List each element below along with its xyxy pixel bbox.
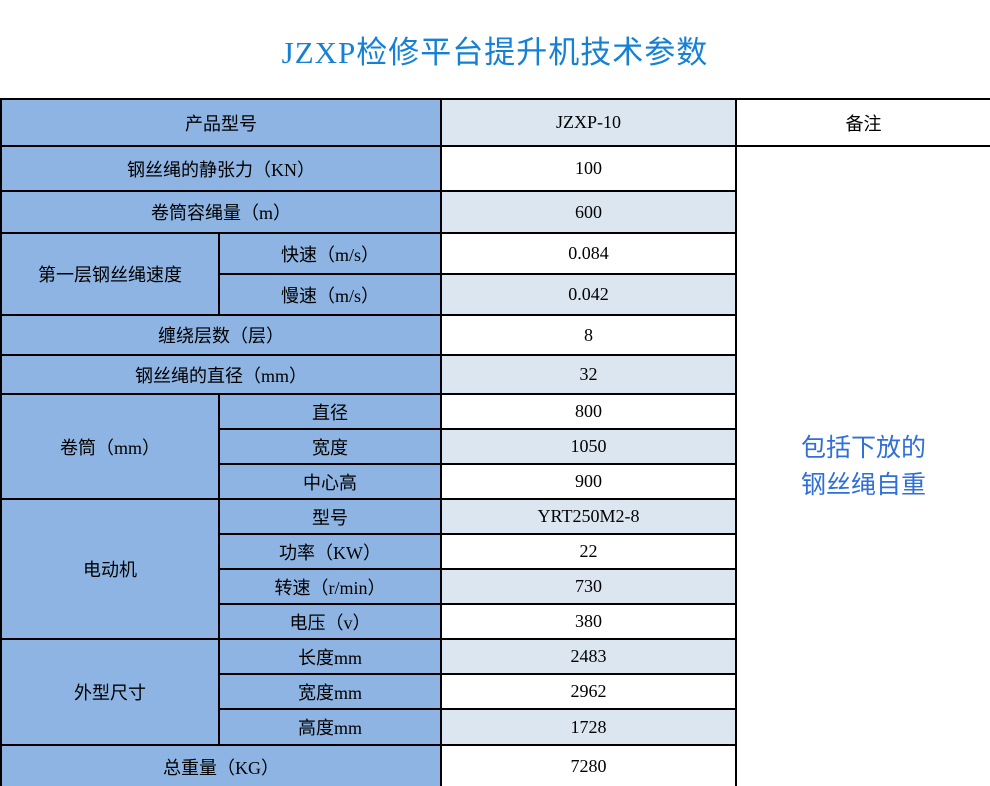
- group-label-cell: 第一层钢丝绳速度: [0, 232, 220, 316]
- row-sublabel-cell: 高度mm: [218, 708, 442, 746]
- row-value-cell: 0.084: [440, 232, 737, 275]
- title-bar: JZXP检修平台提升机技术参数: [0, 0, 990, 98]
- row-value-cell: 2483: [440, 638, 737, 675]
- table-row: 第一层钢丝绳速度 快速（m/s） 0.084: [0, 232, 990, 316]
- row-sublabel-cell: 慢速（m/s）: [218, 273, 442, 316]
- table-row: 产品型号 JZXP-10 备注: [0, 98, 990, 147]
- row-value-cell: 1728: [440, 708, 737, 746]
- header-remark-label-cell: 备注: [735, 98, 990, 147]
- remark-cell: 包括下放的 钢丝绳自重: [735, 145, 990, 786]
- table-row: 总重量（KG） 7280: [0, 744, 990, 786]
- row-value-cell: 22: [440, 533, 737, 570]
- row-sublabel-cell: 电压（v）: [218, 603, 442, 640]
- row-sublabel-cell: 直径: [218, 393, 442, 430]
- table-row: 卷筒容绳量（m） 600: [0, 190, 990, 234]
- header-product-value-cell: JZXP-10: [440, 98, 737, 147]
- row-value-cell: 380: [440, 603, 737, 640]
- row-sublabel-cell: 长度mm: [218, 638, 442, 675]
- row-value-cell: 7280: [440, 744, 737, 786]
- row-sublabel-cell: 型号: [218, 498, 442, 535]
- table-row: 卷筒（mm） 直径 800: [0, 393, 990, 500]
- table-row: 钢丝绳的静张力（KN） 100 包括下放的 钢丝绳自重: [0, 145, 990, 786]
- spec-table: 产品型号 JZXP-10 备注 钢丝绳的静张力（KN） 100 包括下放的 钢丝…: [0, 98, 990, 786]
- row-label-cell: 总重量（KG）: [0, 744, 442, 786]
- table-row: 功率（KW） 22: [1, 533, 990, 570]
- remark-line-1: 包括下放的: [800, 434, 926, 462]
- row-value-cell: 1050: [440, 428, 737, 465]
- table-row: 中心高 900: [1, 463, 990, 500]
- table-row: 电压（v） 380: [1, 603, 990, 640]
- table-row: 转速（r/min） 730: [1, 568, 990, 605]
- table-row: 高度mm 1728: [1, 708, 990, 746]
- table-row: 缠绕层数（层） 8: [0, 314, 990, 356]
- row-value-cell: 800: [440, 393, 737, 430]
- row-value-cell: YRT250M2-8: [440, 498, 737, 535]
- row-sublabel-cell: 宽度: [218, 428, 442, 465]
- row-value-cell: 0.042: [440, 273, 737, 316]
- row-value-cell: 8: [440, 314, 737, 356]
- remark-line-2: 钢丝绳自重: [800, 471, 926, 499]
- table-row: 宽度mm 2962: [1, 673, 990, 710]
- table-row: 电动机 型号 YRT250M2-8: [0, 498, 990, 640]
- group-label-cell: 外型尺寸: [0, 638, 220, 746]
- page-title: JZXP检修平台提升机技术参数: [281, 34, 709, 70]
- row-value-cell: 32: [440, 354, 737, 395]
- group-label-cell: 卷筒（mm）: [0, 393, 220, 500]
- header-product-label-cell: 产品型号: [0, 98, 442, 147]
- row-value-cell: 900: [440, 463, 737, 500]
- row-label-cell: 钢丝绳的直径（mm）: [0, 354, 442, 395]
- group-label-cell: 电动机: [0, 498, 220, 640]
- row-label-cell: 缠绕层数（层）: [0, 314, 442, 356]
- row-value-cell: 730: [440, 568, 737, 605]
- row-value-cell: 2962: [440, 673, 737, 710]
- table-row: 宽度 1050: [1, 428, 990, 465]
- row-value-cell: 600: [440, 190, 737, 234]
- table-row: 外型尺寸 长度mm 2483: [0, 638, 990, 746]
- remark-text: 包括下放的 钢丝绳自重: [738, 430, 989, 504]
- row-sublabel-cell: 快速（m/s）: [218, 232, 442, 275]
- row-sublabel-cell: 中心高: [218, 463, 442, 500]
- row-sublabel-cell: 宽度mm: [218, 673, 442, 710]
- row-sublabel-cell: 转速（r/min）: [218, 568, 442, 605]
- row-sublabel-cell: 功率（KW）: [218, 533, 442, 570]
- table-row: 慢速（m/s） 0.042: [1, 273, 990, 316]
- row-label-cell: 卷筒容绳量（m）: [0, 190, 442, 234]
- row-label-cell: 钢丝绳的静张力（KN）: [0, 145, 442, 192]
- table-row: 钢丝绳的直径（mm） 32: [0, 354, 990, 395]
- row-value-cell: 100: [440, 145, 737, 192]
